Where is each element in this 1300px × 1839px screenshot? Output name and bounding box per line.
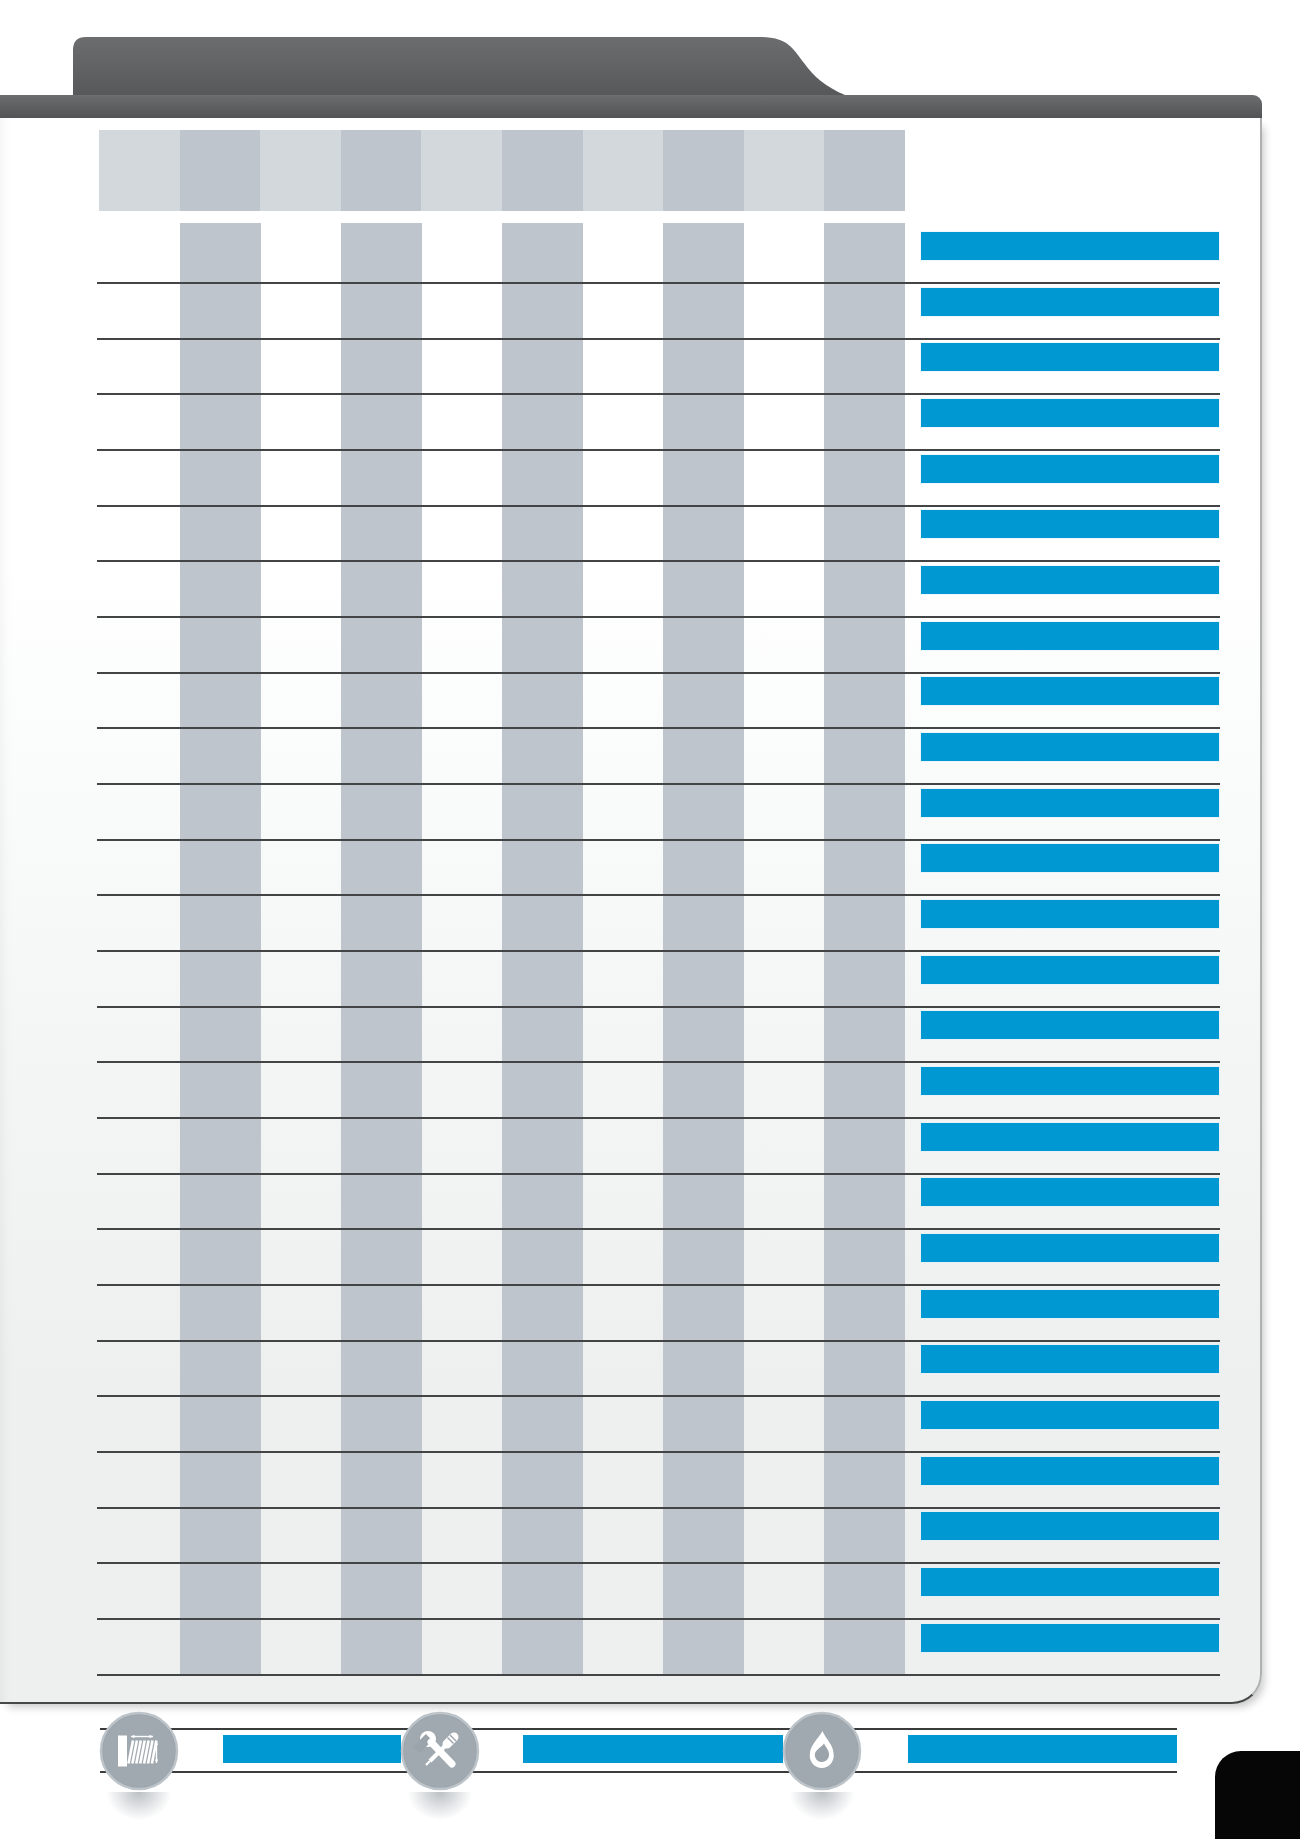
- shutter-measure-icon: [99, 1711, 179, 1791]
- header-column: [502, 130, 583, 211]
- row-value-bar: [921, 956, 1219, 984]
- tools-icon: [400, 1711, 480, 1791]
- row-separator-line: [97, 839, 1220, 841]
- footer-band-line: [100, 1728, 1177, 1730]
- row-separator-line: [97, 505, 1220, 507]
- footer-band-line: [100, 1771, 1177, 1773]
- row-separator-line: [97, 1228, 1220, 1230]
- row-separator-line: [97, 560, 1220, 562]
- badge-reflection: [392, 1792, 488, 1838]
- row-separator-line: [97, 449, 1220, 451]
- column-stripe: [180, 223, 261, 1674]
- row-value-bar: [921, 677, 1219, 705]
- row-separator-line: [97, 282, 1220, 284]
- badge-reflection: [774, 1792, 870, 1838]
- row-separator-line: [97, 672, 1220, 674]
- page-corner-tab: [1215, 1751, 1300, 1839]
- header-column: [180, 130, 261, 211]
- row-value-bar: [921, 1457, 1219, 1485]
- row-separator-line: [97, 1507, 1220, 1509]
- row-value-bar: [921, 1123, 1219, 1151]
- column-stripe: [663, 223, 744, 1674]
- header-divider-bar: [0, 95, 1262, 118]
- column-stripe: [341, 223, 422, 1674]
- row-value-bar: [921, 399, 1219, 427]
- row-value-bar: [921, 566, 1219, 594]
- row-value-bar: [921, 1624, 1219, 1652]
- row-separator-line: [97, 1284, 1220, 1286]
- header-column: [583, 130, 664, 211]
- row-value-bar: [921, 1067, 1219, 1095]
- row-value-bar: [921, 1011, 1219, 1039]
- row-separator-line: [97, 1451, 1220, 1453]
- row-separator-line: [97, 1395, 1220, 1397]
- row-separator-line: [97, 1674, 1220, 1676]
- header-column: [421, 130, 502, 211]
- row-separator-line: [97, 1061, 1220, 1063]
- catalog-page: [0, 0, 1300, 1839]
- row-separator-line: [97, 1173, 1220, 1175]
- row-value-bar: [921, 510, 1219, 538]
- row-value-bar: [921, 1234, 1219, 1262]
- footer-label-bar: [223, 1735, 401, 1763]
- folder-tab-shape: [73, 37, 845, 95]
- row-value-bar: [921, 900, 1219, 928]
- row-separator-line: [97, 894, 1220, 896]
- row-value-bar: [921, 1290, 1219, 1318]
- row-separator-line: [97, 1006, 1220, 1008]
- row-value-bar: [921, 1178, 1219, 1206]
- footer-label-bar: [523, 1735, 783, 1763]
- row-separator-line: [97, 616, 1220, 618]
- row-value-bar: [921, 1512, 1219, 1540]
- row-value-bar: [921, 455, 1219, 483]
- header-column: [744, 130, 825, 211]
- row-value-bar: [921, 789, 1219, 817]
- column-stripe: [824, 223, 905, 1674]
- footer-label-bar: [908, 1735, 1177, 1763]
- row-separator-line: [97, 727, 1220, 729]
- row-value-bar: [921, 844, 1219, 872]
- row-value-bar: [921, 1345, 1219, 1373]
- row-separator-line: [97, 1562, 1220, 1564]
- header-column: [341, 130, 422, 211]
- header-column: [99, 130, 180, 211]
- column-stripe: [502, 223, 583, 1674]
- row-separator-line: [97, 1340, 1220, 1342]
- row-separator-line: [97, 783, 1220, 785]
- row-separator-line: [97, 393, 1220, 395]
- folder-tab: [73, 37, 845, 95]
- badge-reflection: [91, 1792, 187, 1838]
- row-value-bar: [921, 1401, 1219, 1429]
- header-column: [260, 130, 341, 211]
- row-separator-line: [97, 1117, 1220, 1119]
- row-value-bar: [921, 232, 1219, 260]
- row-value-bar: [921, 733, 1219, 761]
- row-separator-line: [97, 950, 1220, 952]
- table-header-band: [99, 130, 905, 211]
- row-value-bar: [921, 1568, 1219, 1596]
- header-column: [824, 130, 905, 211]
- header-column: [663, 130, 744, 211]
- row-value-bar: [921, 343, 1219, 371]
- row-value-bar: [921, 622, 1219, 650]
- row-separator-line: [97, 1618, 1220, 1620]
- row-separator-line: [97, 338, 1220, 340]
- row-value-bar: [921, 288, 1219, 316]
- flame-icon: [782, 1711, 862, 1791]
